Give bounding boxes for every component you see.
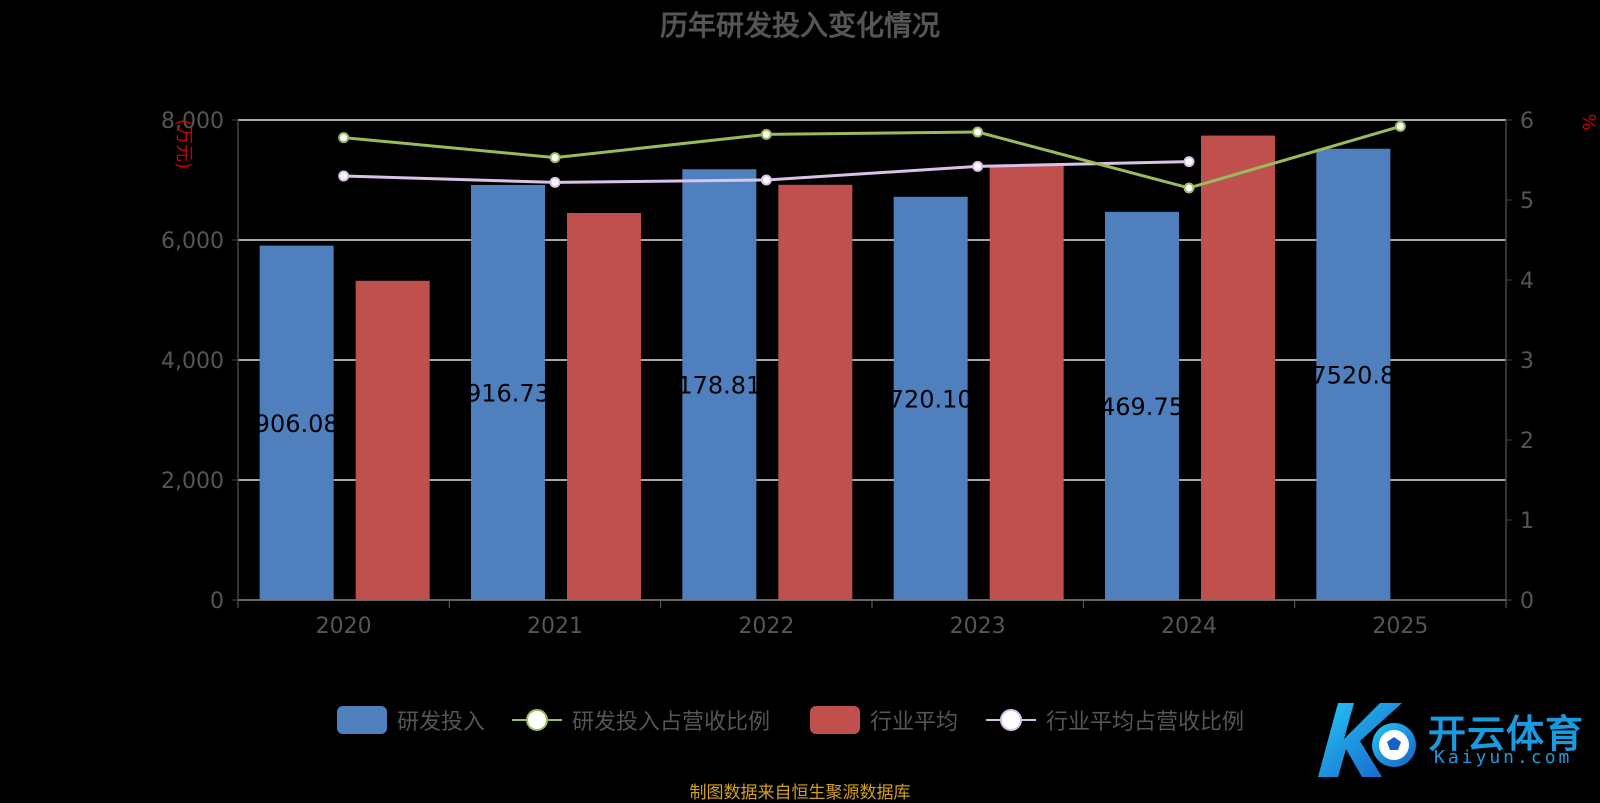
bar-value-label: 178.81	[677, 372, 761, 400]
industry-ratio-point	[760, 174, 772, 186]
legend-swatch-rd	[337, 706, 387, 734]
y-left-tick-label: 2,000	[161, 469, 224, 494]
bar-rd	[259, 245, 334, 600]
rd-ratio-point	[1394, 120, 1406, 132]
y-right-tick-label: 6	[1520, 109, 1534, 134]
bar-rd	[682, 169, 757, 600]
y-left-axis-title: (万元)	[173, 119, 194, 169]
x-tick-label: 2022	[738, 614, 794, 639]
bar-value-label: 7520.8	[1311, 361, 1395, 389]
legend-item-industry[interactable]: 行业平均	[810, 700, 958, 740]
x-tick-label: 2023	[950, 614, 1006, 639]
legend-swatch-rd-ratio	[512, 706, 562, 734]
legend-item-rd-ratio[interactable]: 研发投入占营收比例	[512, 700, 770, 740]
y-left-tick-label: 8,000	[161, 109, 224, 134]
legend-label-industry: 行业平均	[870, 710, 959, 735]
logo-sub: Kaiyun.com	[1434, 747, 1573, 768]
x-tick-label: 2020	[316, 614, 372, 639]
bar-value-label: 720.10	[889, 385, 973, 413]
y-right-tick-label: 2	[1520, 429, 1534, 454]
bar-industry	[778, 184, 853, 601]
legend-label-rd-ratio: 研发投入占营收比例	[572, 710, 771, 735]
y-left-tick-label: 4,000	[161, 349, 224, 374]
x-tick-label: 2025	[1372, 614, 1428, 639]
bar-value-label: 916.73	[466, 379, 550, 407]
bar-industry	[989, 165, 1064, 600]
y-right-tick-label: 0	[1520, 589, 1534, 614]
rd-ratio-point	[549, 152, 561, 164]
rd-ratio-line	[343, 124, 1401, 190]
data-source-note: 制图数据来自恒生聚源数据库	[689, 783, 911, 803]
industry-ratio-point	[1183, 156, 1195, 168]
rd-ratio-point	[760, 128, 772, 140]
legend-label-rd: 研发投入	[397, 710, 486, 735]
industry-ratio-point	[549, 176, 561, 188]
legend-label-industry-ratio: 行业平均占营收比例	[1046, 710, 1245, 735]
y-left-tick-label: 0	[210, 589, 224, 614]
legend-swatch-industry	[810, 706, 860, 734]
bar-rd	[1316, 148, 1391, 600]
rd-ratio-point	[972, 126, 984, 138]
y-right-tick-label: 5	[1520, 189, 1534, 214]
y-left-tick-label: 6,000	[161, 229, 224, 254]
chart-title: 历年研发投入变化情况	[659, 9, 940, 42]
legend-swatch-industry-ratio	[986, 706, 1036, 734]
bar-value-label: 906.08	[255, 410, 339, 438]
bar-rd	[471, 184, 545, 600]
y-right-axis-title: %	[1578, 113, 1599, 130]
legend-item-industry-ratio[interactable]: 行业平均占营收比例	[986, 700, 1244, 740]
x-tick-label: 2021	[527, 614, 583, 639]
y-right-tick-label: 1	[1520, 509, 1534, 534]
bar-value-label: 469.75	[1100, 393, 1184, 421]
rd-ratio-point	[338, 132, 350, 144]
brand-logo: 开云体育 Kaiyun.com	[1310, 695, 1600, 785]
bar-industry	[567, 213, 641, 600]
logo-name: 开云体育	[1428, 712, 1585, 756]
industry-ratio-point	[972, 160, 984, 172]
y-right-tick-label: 3	[1520, 349, 1534, 374]
logo-icon	[1318, 703, 1416, 777]
bar-industry	[355, 280, 430, 600]
legend-item-rd[interactable]: 研发投入	[337, 700, 485, 740]
bar-industry	[1201, 135, 1275, 600]
legend: 研发投入 研发投入占营收比例 行业平均 行业平均占营收比例	[0, 700, 1320, 740]
rd-ratio-point	[1183, 182, 1195, 194]
industry-ratio-point	[338, 170, 350, 182]
bar-rd	[1105, 211, 1179, 600]
x-tick-label: 2024	[1161, 614, 1217, 639]
bar-rd	[893, 196, 968, 600]
y-right-tick-label: 4	[1520, 269, 1534, 294]
